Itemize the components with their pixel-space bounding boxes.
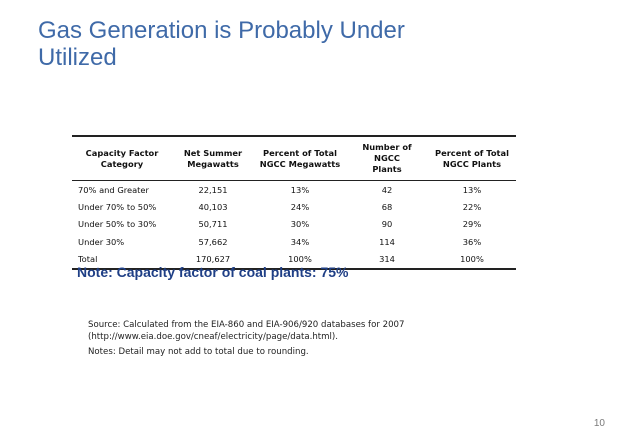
table-cell-category: Under 50% to 30%	[78, 219, 157, 230]
table-cell-percent-megawatts: 24%	[290, 202, 310, 213]
header-line: Net Summer	[183, 147, 243, 158]
header-line: Capacity Factor	[85, 147, 159, 158]
table-cell-percent-megawatts: 34%	[290, 236, 310, 247]
rounding-note: Notes: Detail may not add to total due t…	[88, 346, 309, 357]
header-percent-total-ngcc-plants: Percent of Total NGCC Plants	[428, 136, 516, 181]
capacity-factor-table-container: Capacity Factor Category Net Summer Mega…	[72, 135, 516, 270]
slide-title-line-2: Utilized	[38, 44, 117, 71]
table-cell-plant-count: 314	[379, 254, 395, 265]
table-cell-megawatts: 22,151	[198, 184, 228, 195]
slide-title: Gas Generation is Probably Under Utilize…	[38, 17, 458, 71]
header-line: Megawatts	[187, 158, 239, 169]
table-cell-plant-count: 114	[379, 236, 395, 247]
header-number-ngcc-plants: Number of NGCC Plants	[346, 136, 428, 181]
coal-capacity-note: Note: Capacity factor of coal plants: 75…	[77, 264, 349, 280]
source-line-1: Source: Calculated from the EIA-860 and …	[88, 320, 405, 330]
capacity-factor-table: Capacity Factor Category Net Summer Mega…	[72, 135, 516, 270]
table-header-row: Capacity Factor Category Net Summer Mega…	[72, 136, 516, 181]
header-net-summer-megawatts: Net Summer Megawatts	[172, 136, 254, 181]
table-cell-category: Under 70% to 50%	[78, 202, 157, 213]
table-row-total: Total 170,627 100% 314 100%	[72, 251, 516, 269]
header-line: Category	[100, 158, 144, 169]
table-cell-percent-plants: 13%	[462, 184, 482, 195]
table-cell-plant-count: 42	[381, 184, 393, 195]
table-cell-category: Under 30%	[78, 236, 125, 247]
table-cell-percent-plants: 22%	[462, 202, 482, 213]
table-row: Under 30% 57,662 34% 114 36%	[72, 233, 516, 250]
page-number: 10	[593, 418, 605, 429]
table-row: Under 70% to 50% 40,103 24% 68 22%	[72, 198, 516, 215]
table-cell-percent-megawatts: 100%	[288, 254, 312, 265]
table-cell-percent-megawatts: 30%	[290, 219, 310, 230]
table-cell-percent-plants: 29%	[462, 219, 482, 230]
table-cell-megawatts: 50,711	[198, 219, 228, 230]
header-line: NGCC Plants	[442, 158, 502, 169]
source-citation: Source: Calculated from the EIA-860 and …	[88, 320, 508, 358]
source-line-2: (http://www.eia.doe.gov/cneaf/electricit…	[88, 331, 338, 342]
header-line: NGCC Megawatts	[259, 158, 341, 169]
table-cell-category: 70% and Greater	[78, 184, 149, 195]
slide-title-line-1: Gas Generation is Probably Under	[38, 17, 405, 44]
header-capacity-factor-category: Capacity Factor Category	[72, 136, 172, 181]
table-cell-plant-count: 68	[381, 202, 393, 213]
table-cell-percent-plants: 36%	[462, 236, 482, 247]
header-line: Plants	[372, 164, 402, 174]
table-cell-percent-megawatts: 13%	[290, 184, 310, 195]
header-line: Number of NGCC	[362, 142, 412, 163]
table-cell-category: Total	[78, 254, 98, 265]
table-cell-percent-plants: 100%	[460, 254, 484, 265]
table-cell-megawatts: 40,103	[198, 202, 228, 213]
header-percent-total-ngcc-megawatts: Percent of Total NGCC Megawatts	[254, 136, 346, 181]
header-line: Percent of Total	[263, 147, 337, 158]
header-line: Percent of Total	[435, 147, 509, 158]
table-cell-plant-count: 90	[381, 219, 393, 230]
table-row: 70% and Greater 22,151 13% 42 13%	[72, 181, 516, 199]
table-cell-megawatts: 170,627	[195, 254, 231, 265]
table-cell-megawatts: 57,662	[198, 236, 228, 247]
table-row: Under 50% to 30% 50,711 30% 90 29%	[72, 216, 516, 233]
